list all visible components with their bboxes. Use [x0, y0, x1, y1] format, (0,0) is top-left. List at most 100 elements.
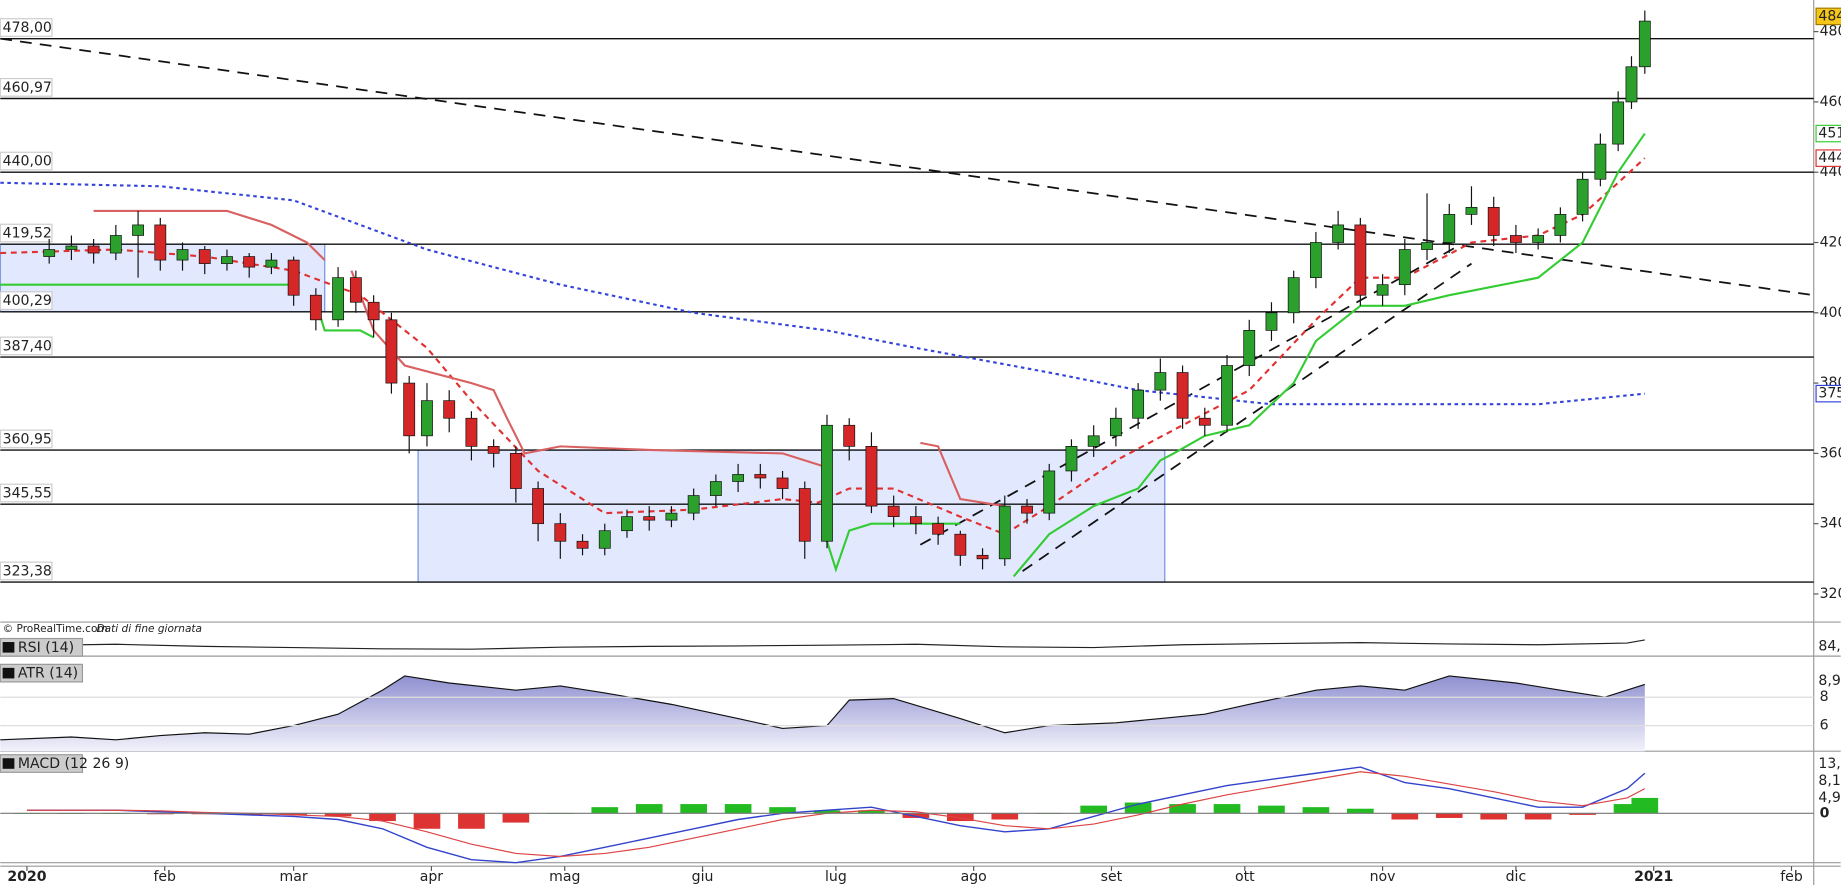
macd-last-label: 4,9: [1818, 790, 1840, 806]
candle-body: [265, 259, 278, 268]
macd-histogram-bar: [635, 804, 663, 814]
panel-title: RSI (14): [18, 640, 74, 656]
candle-body: [732, 474, 745, 482]
x-tick-label: ott: [1235, 869, 1255, 885]
indicator-line: [0, 181, 1645, 406]
macd-histogram-bar: [591, 807, 619, 814]
candle-body: [1487, 207, 1500, 236]
candle-body: [1287, 277, 1300, 314]
candle-body: [621, 516, 633, 532]
candle-body: [367, 301, 380, 321]
macd-histogram-bar: [680, 804, 707, 814]
candle-body: [754, 474, 767, 479]
candle-body: [1021, 505, 1033, 514]
candle-body: [1154, 372, 1167, 391]
candle-body: [843, 424, 856, 447]
panel-title: ATR (14): [18, 666, 78, 682]
macd-histogram-bar: [502, 813, 530, 823]
macd-histogram-bar: [1169, 804, 1196, 814]
candle-body: [1243, 330, 1256, 366]
candle-body: [332, 277, 344, 321]
candle-body: [443, 400, 456, 419]
candle-body: [349, 277, 362, 303]
candle-body: [954, 533, 967, 556]
indicator-line: [93, 209, 326, 261]
level-label-box: [0, 151, 53, 171]
panel-title-box: [0, 663, 84, 683]
level-label-box: [0, 483, 53, 503]
candle-body: [132, 224, 144, 236]
source: © ProRealTime.com: [3, 623, 108, 635]
last-value-box: [1815, 124, 1841, 143]
candle-body: [998, 505, 1011, 560]
candle-body: [1176, 372, 1189, 419]
candle-body: [1443, 214, 1456, 243]
candle-body: [976, 554, 989, 560]
level-label-box: [0, 223, 53, 243]
x-tick-label: mag: [549, 869, 580, 885]
candle-body: [109, 235, 122, 254]
candle-body: [1638, 20, 1651, 68]
macd-histogram-bar: [1080, 805, 1108, 814]
last-value-label: 444: [1818, 150, 1841, 166]
candle-body: [87, 245, 100, 254]
macd-histogram-bar: [769, 807, 796, 814]
indicator-line: [1012, 132, 1646, 578]
x-tick-label: apr: [420, 869, 444, 885]
macd-histogram-bar: [858, 810, 885, 814]
macd-histogram-bar: [1302, 807, 1330, 814]
macd-last-label: 8,1: [1818, 773, 1840, 789]
macd-histogram-bar: [1524, 813, 1552, 820]
candle-body: [465, 417, 478, 447]
y-tick-label: 440: [1820, 164, 1841, 180]
x-tick-label: feb: [153, 869, 176, 885]
rsi-line: [26, 639, 1645, 650]
candle-body: [221, 256, 233, 264]
level-label: 387,40: [3, 339, 52, 355]
candle-body: [532, 488, 545, 525]
macd-histogram-bar: [413, 813, 441, 829]
macd-histogram-bar: [324, 813, 352, 817]
candle-body: [643, 516, 656, 521]
level-label-box: [0, 429, 53, 449]
candle-body: [865, 446, 878, 507]
candle-body: [554, 523, 567, 542]
y-tick-label: 360: [1820, 445, 1841, 461]
macd-histogram-bar: [947, 813, 974, 822]
candle-body: [776, 477, 789, 489]
candle-body: [1265, 312, 1278, 331]
candle-body: [1087, 435, 1100, 447]
candle-body: [665, 512, 678, 521]
candle-body: [1354, 224, 1367, 296]
level-label: 478,00: [3, 20, 52, 36]
candle-body: [598, 530, 611, 549]
macd-histogram-bar: [1480, 813, 1508, 820]
macd-histogram-bar: [1258, 805, 1285, 814]
indicator-line: [825, 522, 961, 573]
last-price-label: 484: [1818, 8, 1841, 24]
x-tick-label: set: [1101, 869, 1123, 885]
source-note: Dati di fine giornata: [97, 623, 202, 635]
macd-histogram-bar: [991, 813, 1019, 820]
candle-body: [1510, 235, 1522, 243]
candle-body: [309, 294, 322, 321]
macd-histogram-bar: [280, 813, 307, 815]
candle-body: [43, 249, 56, 257]
candle-body: [65, 245, 78, 250]
macd-histogram-bar: [235, 813, 263, 815]
indicator-line: [920, 441, 1005, 508]
macd-histogram-bar: [1213, 804, 1241, 814]
level-label: 460,97: [3, 80, 52, 96]
candle-body: [821, 424, 833, 542]
atr-area: [0, 675, 1645, 752]
candle-body: [154, 224, 167, 261]
x-tick-label: 2020: [7, 869, 46, 885]
candle-body: [1109, 417, 1122, 437]
rsi-last-label: 84,: [1818, 639, 1840, 655]
macd-histogram-bar: [1569, 813, 1596, 815]
y-tick-label: 460: [1820, 94, 1841, 110]
atr-tick-label: 6: [1820, 718, 1829, 734]
macd-histogram-bar: [1435, 813, 1463, 818]
candle-body: [576, 540, 589, 549]
x-tick-label: lug: [825, 869, 847, 885]
